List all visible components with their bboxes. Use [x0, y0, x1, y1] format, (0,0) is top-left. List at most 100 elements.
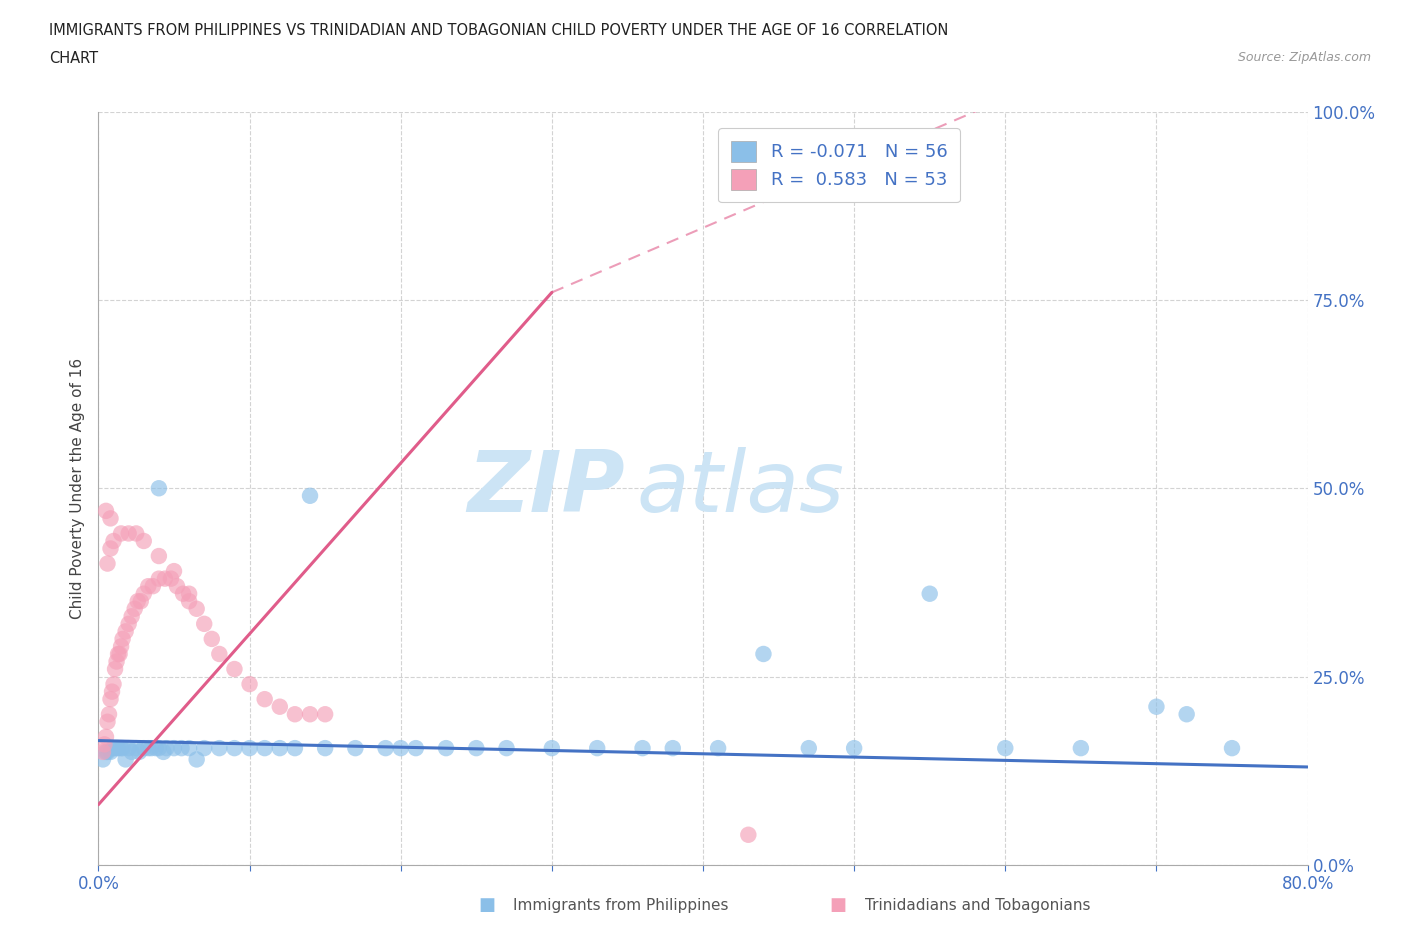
Point — [127, 594, 149, 609]
Point — [125, 740, 148, 755]
Point — [179, 586, 201, 601]
Point — [107, 646, 129, 661]
Point — [118, 617, 141, 631]
Point — [111, 631, 134, 646]
Point — [186, 752, 208, 767]
Point — [98, 707, 121, 722]
Point — [1175, 707, 1198, 722]
Point — [107, 740, 129, 755]
Point — [284, 707, 307, 722]
Point — [141, 740, 163, 755]
Point — [661, 740, 683, 755]
Point — [586, 740, 609, 755]
Point — [96, 745, 118, 760]
Point — [208, 646, 231, 661]
Point — [136, 578, 159, 593]
Point — [105, 740, 128, 755]
Text: ■: ■ — [478, 896, 495, 913]
Point — [103, 677, 125, 692]
Point — [797, 740, 820, 755]
Point — [110, 526, 132, 541]
Point — [132, 534, 155, 549]
Point — [132, 586, 155, 601]
Point — [540, 740, 562, 755]
Point — [752, 646, 775, 661]
Point — [224, 740, 246, 755]
Point — [148, 740, 170, 755]
Point — [186, 602, 208, 617]
Point — [145, 740, 167, 755]
Point — [118, 526, 141, 541]
Point — [100, 692, 122, 707]
Point — [148, 549, 170, 564]
Point — [152, 745, 174, 760]
Text: CHART: CHART — [49, 51, 98, 66]
Point — [224, 661, 246, 676]
Point — [314, 707, 336, 722]
Point — [142, 578, 165, 593]
Point — [179, 740, 201, 755]
Point — [148, 481, 170, 496]
Point — [994, 740, 1017, 755]
Point — [94, 745, 117, 760]
Point — [114, 752, 136, 767]
Point — [193, 617, 215, 631]
Text: Source: ZipAtlas.com: Source: ZipAtlas.com — [1237, 51, 1371, 64]
Point — [844, 740, 866, 755]
Point — [125, 526, 148, 541]
Point — [110, 639, 132, 654]
Point — [239, 740, 262, 755]
Point — [495, 740, 517, 755]
Point — [104, 661, 127, 676]
Point — [100, 745, 122, 760]
Point — [253, 740, 276, 755]
Legend: R = -0.071   N = 56, R =  0.583   N = 53: R = -0.071 N = 56, R = 0.583 N = 53 — [718, 128, 960, 203]
Point — [155, 740, 177, 755]
Point — [239, 677, 262, 692]
Text: ■: ■ — [830, 896, 846, 913]
Point — [201, 631, 224, 646]
Point — [707, 740, 730, 755]
Text: IMMIGRANTS FROM PHILIPPINES VS TRINIDADIAN AND TOBAGONIAN CHILD POVERTY UNDER TH: IMMIGRANTS FROM PHILIPPINES VS TRINIDADI… — [49, 23, 949, 38]
Point — [374, 740, 396, 755]
Point — [121, 745, 143, 760]
Point — [103, 740, 125, 755]
Text: Trinidadians and Tobagonians: Trinidadians and Tobagonians — [865, 897, 1090, 912]
Point — [118, 740, 141, 755]
Point — [465, 740, 488, 755]
Point — [110, 740, 132, 755]
Point — [253, 692, 276, 707]
Point — [103, 534, 125, 549]
Point — [172, 586, 194, 601]
Point — [91, 752, 114, 767]
Point — [299, 488, 322, 503]
Point — [1220, 740, 1243, 755]
Point — [105, 654, 128, 669]
Point — [148, 571, 170, 586]
Point — [405, 740, 427, 755]
Point — [208, 740, 231, 755]
Point — [284, 740, 307, 755]
Text: ZIP: ZIP — [467, 446, 624, 530]
Point — [100, 511, 122, 525]
Point — [96, 556, 118, 571]
Point — [1144, 699, 1167, 714]
Point — [100, 541, 122, 556]
Point — [111, 740, 134, 755]
Point — [434, 740, 457, 755]
Point — [163, 564, 186, 578]
Point — [94, 503, 117, 518]
Point — [93, 737, 115, 751]
Point — [128, 745, 150, 760]
Point — [166, 578, 188, 593]
Text: atlas: atlas — [637, 446, 845, 530]
Point — [269, 699, 291, 714]
Point — [132, 740, 155, 755]
Point — [129, 594, 152, 609]
Point — [631, 740, 654, 755]
Point — [124, 602, 146, 617]
Point — [163, 740, 186, 755]
Point — [269, 740, 291, 755]
Point — [344, 740, 367, 755]
Point — [101, 684, 124, 699]
